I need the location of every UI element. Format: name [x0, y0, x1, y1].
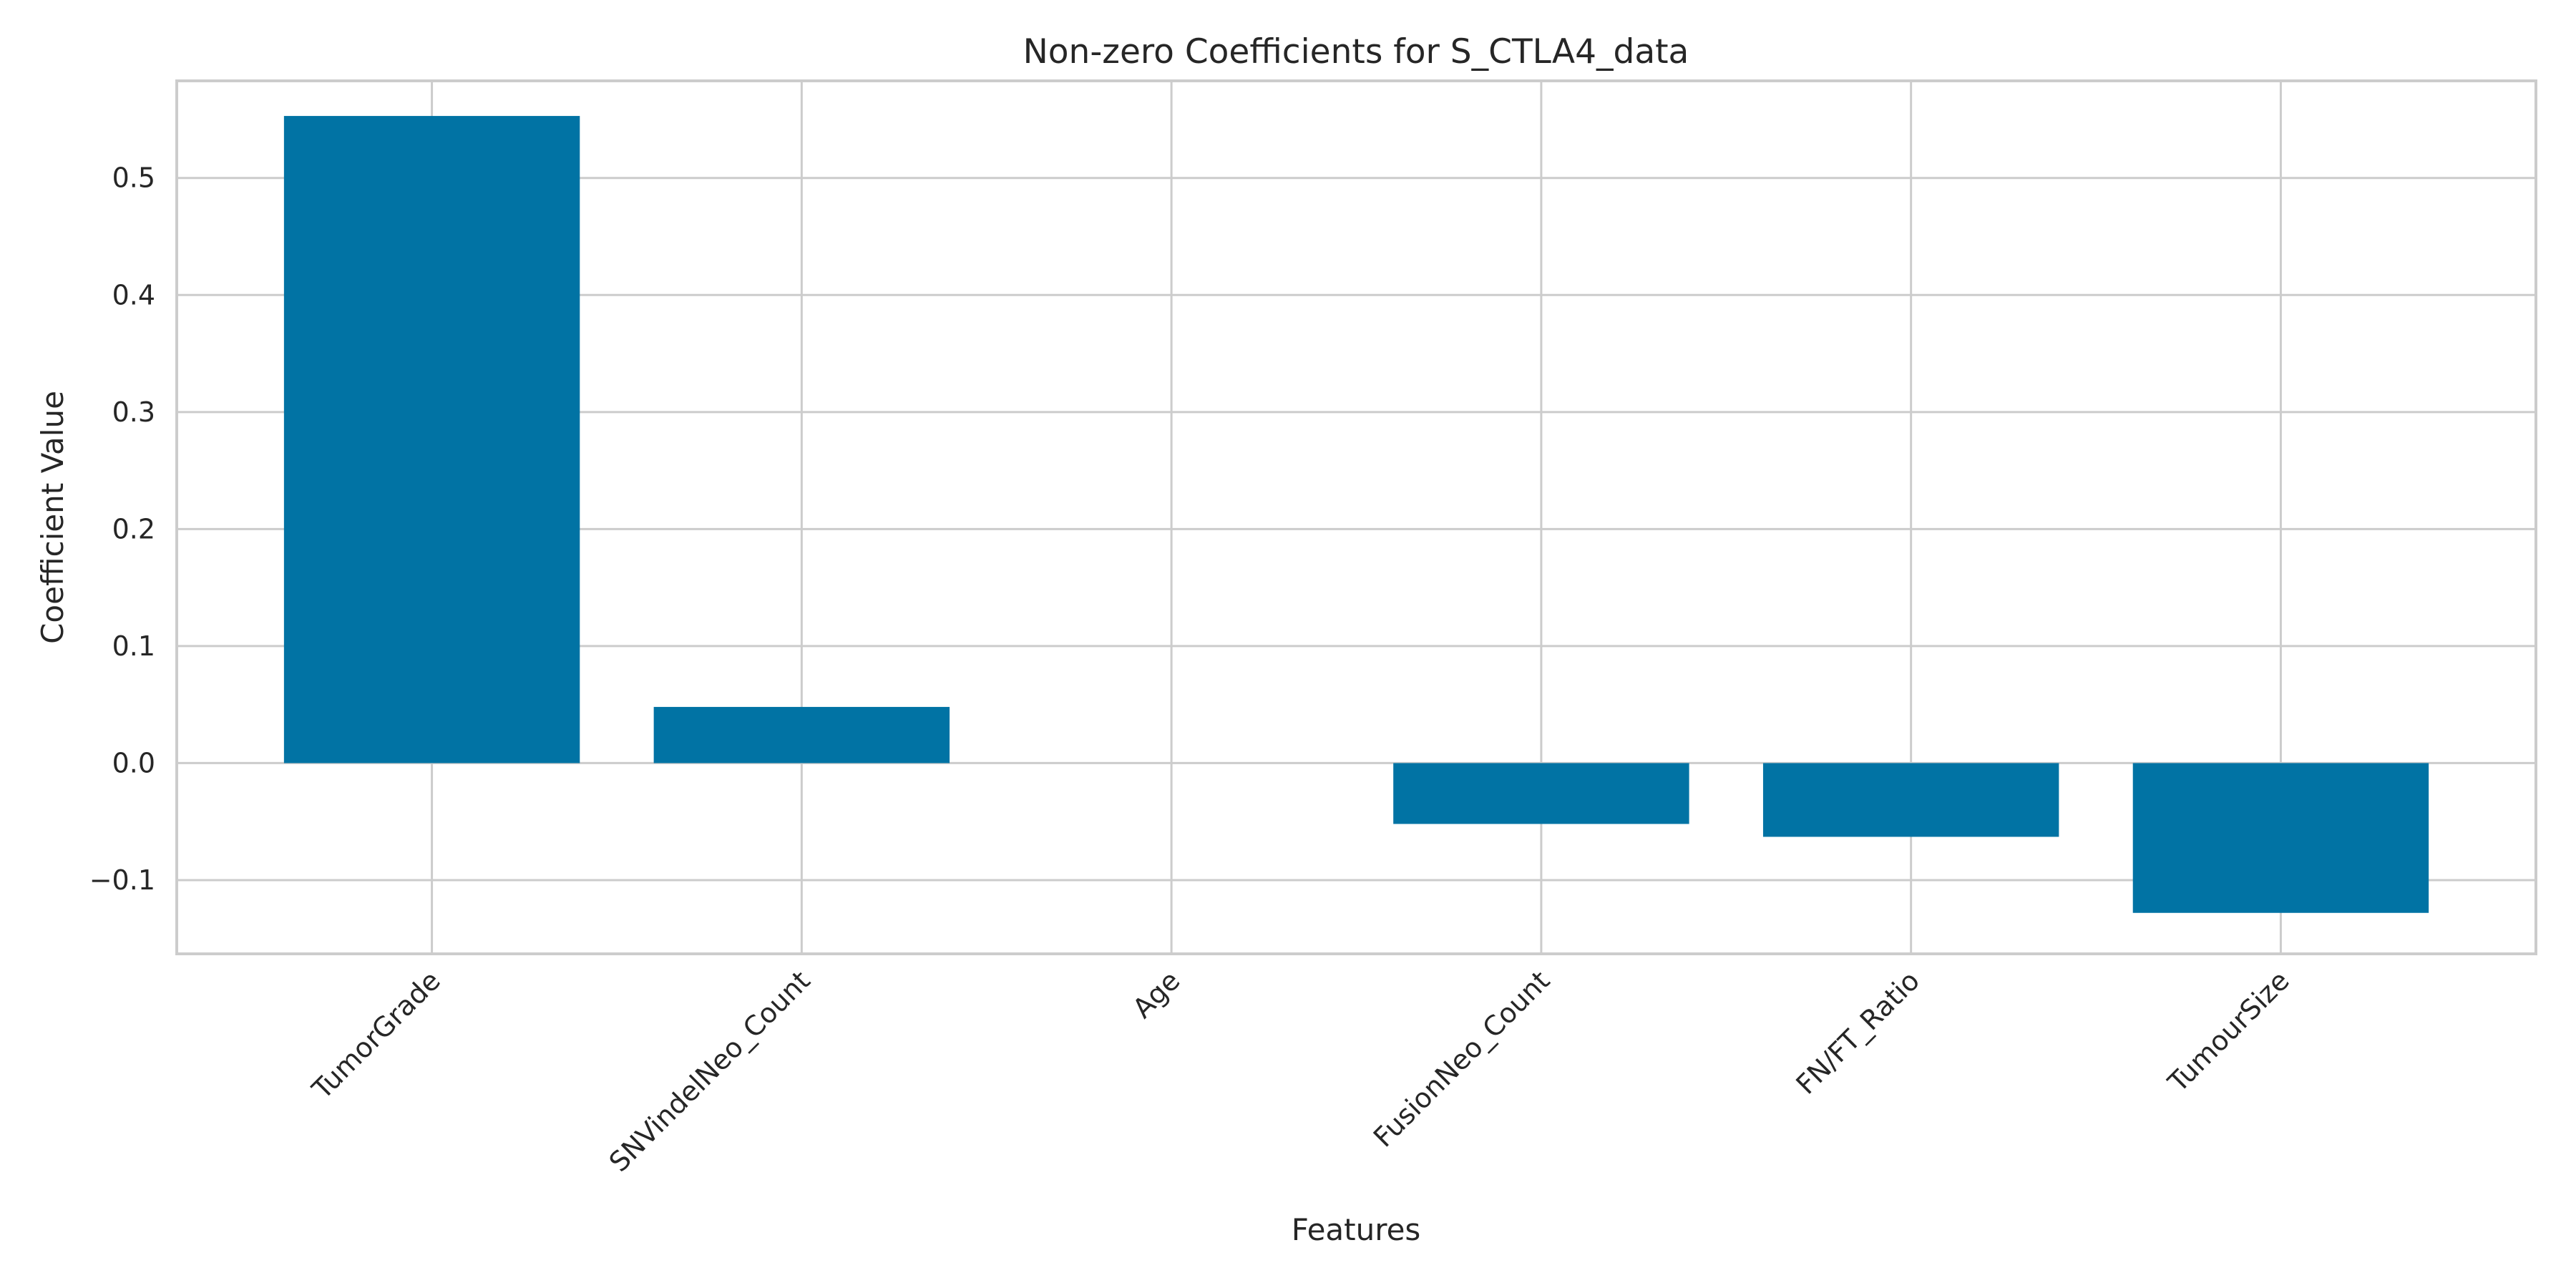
- bar: [283, 116, 580, 763]
- x-tick-label: TumourSize: [2162, 965, 2296, 1098]
- x-tick-label: SNVindelNeo_Count: [603, 965, 816, 1178]
- bar: [1762, 763, 2059, 837]
- y-tick-label: 0.5: [112, 162, 155, 194]
- bar: [1393, 763, 1689, 824]
- bar: [653, 706, 950, 763]
- y-tick-label: 0.3: [112, 396, 155, 428]
- bar: [2132, 763, 2429, 913]
- x-tick-label: FusionNeo_Count: [1367, 965, 1556, 1153]
- plot-frame: [175, 79, 2537, 955]
- y-tick-label: −0.1: [89, 864, 155, 896]
- x-tick-label: Age: [1126, 965, 1186, 1024]
- y-tick-label: 0.2: [112, 513, 155, 545]
- x-axis-label: Features: [1292, 1212, 1421, 1247]
- chart-title: Non-zero Coefficients for S_CTLA4_data: [1023, 32, 1689, 72]
- x-tick-label: FN/FT_Ratio: [1790, 965, 1926, 1101]
- y-tick-labels: −0.1 0.0 0.1 0.2 0.3 0.4 0.5: [89, 162, 155, 896]
- x-tick-labels: TumorGrade SNVindelNeo_Count Age FusionNeo_…: [306, 965, 2296, 1178]
- y-axis-label: Coefficient Value: [35, 391, 70, 644]
- y-tick-label: 0.4: [112, 279, 155, 311]
- y-tick-label: 0.0: [112, 747, 155, 779]
- y-tick-label: 0.1: [112, 630, 155, 662]
- bars: [283, 116, 2429, 913]
- x-tick-label: TumorGrade: [306, 965, 447, 1106]
